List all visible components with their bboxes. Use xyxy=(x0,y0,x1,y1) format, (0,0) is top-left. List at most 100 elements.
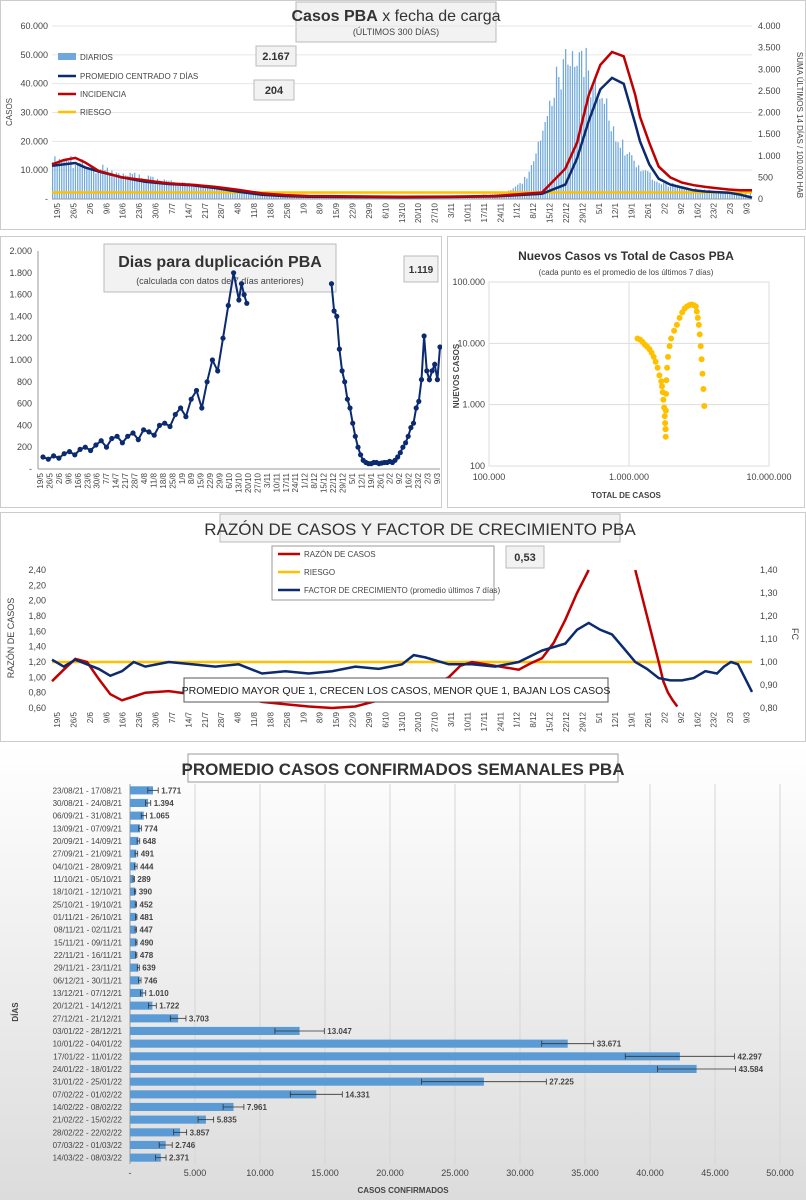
daily-bar xyxy=(526,178,528,199)
x-tick-label: 21/7 xyxy=(201,711,210,727)
bar-value-label: 5.835 xyxy=(217,1116,238,1125)
x-tick-label: 16/6 xyxy=(119,202,128,218)
doubling-point xyxy=(183,414,189,420)
category-label: 07/02/22 - 01/02/22 xyxy=(53,1090,123,1099)
y-tick-label: 200 xyxy=(17,442,32,452)
scatter-point xyxy=(666,343,673,350)
daily-bar xyxy=(519,183,521,199)
daily-bar xyxy=(259,195,261,199)
x-tick-label: 19/5 xyxy=(53,711,62,727)
category-label: 06/12/21 - 30/11/21 xyxy=(53,976,122,985)
title-box xyxy=(187,753,619,783)
daily-bar xyxy=(291,196,293,199)
bar-value-label: 390 xyxy=(139,888,153,897)
daily-bar xyxy=(622,139,624,199)
daily-bar xyxy=(140,178,143,199)
growth-line xyxy=(51,621,754,693)
daily-bar xyxy=(188,183,191,199)
daily-bar xyxy=(282,195,284,199)
x-tick-label: 15/9 xyxy=(332,711,341,727)
x-tick-label: 2/2 xyxy=(660,711,669,723)
weekly-bar xyxy=(130,1128,181,1137)
weekly-bar xyxy=(130,1115,206,1124)
scatter-point xyxy=(660,396,667,403)
daily-bar xyxy=(120,175,122,199)
doubling-point xyxy=(61,451,67,457)
legend-label-ratio: RAZÓN DE CASOS xyxy=(304,550,376,559)
x-tick-label: 4/8 xyxy=(234,202,243,214)
x-tick-label: 6/10 xyxy=(225,472,234,488)
x-tick-label: 8/9 xyxy=(316,202,325,214)
weekly-bar xyxy=(130,887,136,896)
doubling-point xyxy=(56,455,62,461)
y-tick-label: 1,00 xyxy=(28,672,46,682)
daily-bar xyxy=(574,66,576,200)
daily-bar xyxy=(683,189,685,199)
doubling-point xyxy=(328,281,335,287)
x-tick-label: 9/2 xyxy=(677,711,686,723)
daily-bar xyxy=(166,180,168,199)
daily-bar xyxy=(170,180,172,199)
daily-bar xyxy=(172,182,175,199)
daily-bar xyxy=(697,192,699,199)
weekly-bar xyxy=(130,798,149,807)
daily-bar xyxy=(295,196,298,199)
doubling-point xyxy=(66,449,73,455)
doubling-point xyxy=(188,396,194,402)
weekly-bar xyxy=(130,824,141,833)
x-axis: 19/5 26/5 2/6 9/6 16/6 23/6 30/6 7/7 14/7 21/7 28/… xyxy=(53,711,752,732)
x-tick-label: 20/10 xyxy=(414,711,423,732)
daily-bar xyxy=(334,197,336,199)
bar-value-label: 491 xyxy=(141,850,155,859)
x-tick-label: 22/12 xyxy=(329,472,338,493)
daily-bar xyxy=(264,195,266,199)
x-tick-label: 3/11 xyxy=(263,472,272,488)
y-tick-label: 2,20 xyxy=(28,580,46,590)
title-box xyxy=(295,1,497,43)
bar-value-label: 774 xyxy=(144,824,158,833)
weekly-bar xyxy=(130,874,134,883)
x-tick-label: 8/12 xyxy=(310,472,319,488)
daily-bar xyxy=(578,52,580,200)
x-tick-label: 2/6 xyxy=(55,472,64,484)
x-tick-label: 23/6 xyxy=(135,202,144,218)
chart-title: Nuevos Casos vs Total de Casos PBA xyxy=(518,249,734,263)
bar-value-label: 13.047 xyxy=(327,1027,352,1036)
y2-tick-label: 1,20 xyxy=(760,611,778,621)
x-tick-label: 35.000 xyxy=(571,1168,599,1178)
category-label: 07/03/22 - 01/03/22 xyxy=(53,1141,123,1150)
chart-title: RAZÓN DE CASOS Y FACTOR DE CRECIMIENTO P… xyxy=(204,520,636,539)
daily-bar xyxy=(248,192,250,199)
doubling-point xyxy=(432,361,438,367)
category-label: 28/02/22 - 22/02/22 xyxy=(53,1128,123,1137)
x-tick-label: 10/11 xyxy=(463,711,472,731)
x-tick-label: 100.000 xyxy=(473,472,506,482)
x-tick-label: 5/1 xyxy=(595,711,604,723)
daily-bar xyxy=(104,170,106,199)
daily-bar xyxy=(672,182,674,199)
doubling-point xyxy=(88,447,94,454)
doubling-point xyxy=(437,344,442,350)
daily-bar xyxy=(280,196,282,199)
legend-label-risk: RIESGO xyxy=(80,108,111,117)
daily-bar xyxy=(81,159,83,199)
x-tick-label: 10.000 xyxy=(246,1168,274,1178)
ratio-line xyxy=(51,569,679,710)
doubling-point xyxy=(225,302,231,309)
y-tick-label: 0,80 xyxy=(28,688,46,698)
doubling-point xyxy=(125,433,131,439)
daily-bar xyxy=(83,165,86,199)
x-tick-label: 26/5 xyxy=(45,472,54,488)
daily-bar xyxy=(549,100,551,199)
doubling-point xyxy=(199,405,205,411)
scatter-point xyxy=(692,303,699,310)
x-tick-label: 11/8 xyxy=(250,202,259,218)
daily-bar xyxy=(590,97,592,199)
x-tick-label: 23/2 xyxy=(710,711,719,727)
y2-tick-label: 0 xyxy=(758,194,763,204)
doubling-point xyxy=(231,270,237,276)
callout-box-incidence xyxy=(253,79,295,101)
daily-bar xyxy=(252,193,254,199)
doubling-point xyxy=(403,440,409,446)
x-tick-label: 10/11 xyxy=(272,472,281,492)
